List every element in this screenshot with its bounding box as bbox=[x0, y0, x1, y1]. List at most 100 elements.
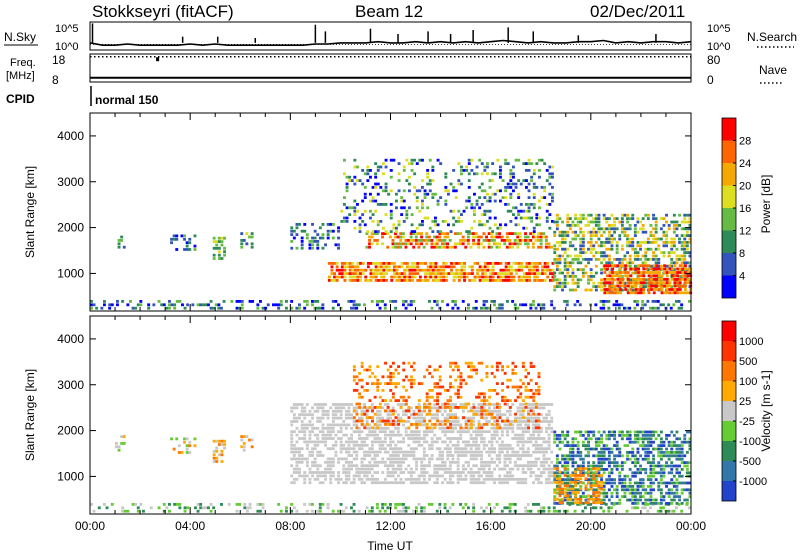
range-gate-cell bbox=[499, 275, 503, 279]
range-gate-cell bbox=[261, 503, 265, 506]
range-gate-cell bbox=[209, 300, 213, 303]
range-gate-cell bbox=[555, 268, 559, 271]
range-gate-cell bbox=[394, 232, 397, 235]
range-gate-cell bbox=[453, 242, 457, 246]
range-gate-cell bbox=[292, 506, 296, 510]
range-gate-cell bbox=[326, 503, 330, 506]
range-gate-cell bbox=[363, 172, 367, 176]
range-gate-cell bbox=[193, 234, 197, 238]
range-gate-cell bbox=[647, 277, 651, 281]
range-gate-cell bbox=[587, 437, 590, 441]
range-gate-cell bbox=[600, 251, 603, 254]
range-gate-cell bbox=[428, 389, 432, 392]
range-gate-cell bbox=[615, 468, 619, 471]
range-gate-cell bbox=[632, 291, 635, 295]
range-gate-cell bbox=[521, 303, 525, 307]
range-gate-cell bbox=[446, 443, 450, 447]
range-gate-cell bbox=[428, 189, 432, 193]
range-gate-cell bbox=[553, 244, 557, 248]
range-gate-cell bbox=[352, 440, 356, 444]
range-gate-cell bbox=[584, 430, 588, 434]
range-gate-cell bbox=[542, 306, 546, 310]
range-gate-cell bbox=[611, 281, 615, 285]
range-gate-cell bbox=[490, 412, 494, 416]
range-gate-cell bbox=[449, 416, 452, 419]
range-gate-cell bbox=[618, 237, 622, 241]
range-gate-cell bbox=[134, 503, 138, 506]
range-gate-cell bbox=[521, 365, 525, 368]
range-gate-cell bbox=[321, 426, 325, 430]
range-gate-cell bbox=[353, 268, 357, 272]
range-gate-cell bbox=[529, 474, 533, 478]
range-gate-cell bbox=[551, 272, 555, 275]
range-gate-cell bbox=[676, 274, 680, 278]
range-gate-cell bbox=[361, 169, 365, 172]
range-gate-cell bbox=[649, 506, 652, 510]
range-gate-cell bbox=[498, 477, 502, 481]
range-gate-cell bbox=[467, 426, 470, 430]
range-gate-cell bbox=[396, 416, 400, 420]
range-gate-cell bbox=[199, 303, 203, 307]
range-gate-cell bbox=[477, 395, 481, 399]
range-gate-cell bbox=[545, 169, 549, 172]
range-gate-cell bbox=[360, 471, 364, 474]
range-gate-cell bbox=[227, 503, 231, 506]
range-gate-cell bbox=[183, 234, 186, 238]
range-gate-cell bbox=[435, 457, 439, 461]
range-gate-cell bbox=[626, 217, 629, 220]
range-gate-cell bbox=[636, 258, 640, 261]
range-gate-cell bbox=[566, 281, 570, 285]
range-gate-cell bbox=[482, 395, 486, 399]
range-gate-cell bbox=[537, 457, 541, 461]
range-gate-cell bbox=[517, 158, 521, 162]
range-gate-cell bbox=[537, 416, 541, 420]
range-gate-cell bbox=[446, 303, 450, 307]
range-gate-cell bbox=[537, 443, 541, 447]
range-gate-cell bbox=[539, 474, 543, 478]
range-gate-cell bbox=[365, 467, 369, 471]
range-gate-cell bbox=[430, 503, 434, 506]
range-gate-cell bbox=[217, 246, 221, 250]
range-gate-cell bbox=[448, 440, 452, 444]
range-gate-cell bbox=[654, 224, 658, 227]
range-gate-cell bbox=[394, 409, 398, 413]
range-gate-cell bbox=[405, 213, 409, 216]
range-gate-cell bbox=[518, 239, 522, 242]
range-gate-cell bbox=[544, 245, 548, 249]
range-gate-cell bbox=[616, 271, 620, 274]
range-gate-cell bbox=[675, 506, 678, 510]
range-gate-cell bbox=[473, 262, 477, 265]
range-gate-cell bbox=[454, 392, 458, 396]
range-gate-cell bbox=[404, 375, 408, 379]
range-gate-cell bbox=[529, 395, 533, 399]
range-gate-cell bbox=[521, 361, 525, 365]
range-gate-cell bbox=[303, 306, 307, 310]
range-gate-cell bbox=[485, 477, 489, 481]
range-gate-cell bbox=[427, 239, 431, 242]
range-gate-cell bbox=[92, 303, 96, 307]
range-gate-cell bbox=[420, 413, 424, 417]
range-gate-cell bbox=[311, 447, 314, 451]
range-gate-cell bbox=[665, 268, 668, 271]
range-gate-cell bbox=[274, 303, 278, 307]
range-gate-cell bbox=[329, 460, 333, 464]
range-gate-cell bbox=[525, 203, 528, 206]
range-gate-cell bbox=[444, 275, 448, 279]
range-gate-cell bbox=[543, 272, 547, 275]
range-gate-cell bbox=[389, 169, 393, 172]
range-gate-cell bbox=[397, 372, 400, 375]
range-gate-cell bbox=[352, 416, 356, 419]
range-gate-cell bbox=[503, 239, 507, 242]
range-gate-cell bbox=[626, 288, 629, 292]
range-gate-cell bbox=[547, 433, 551, 437]
range-gate-cell bbox=[493, 450, 496, 454]
range-gate-cell bbox=[392, 275, 396, 279]
range-gate-cell bbox=[376, 169, 380, 172]
range-gate-cell bbox=[533, 272, 537, 275]
range-gate-cell bbox=[365, 406, 369, 410]
range-gate-cell bbox=[389, 464, 392, 468]
range-gate-cell bbox=[587, 434, 590, 437]
range-gate-cell bbox=[439, 272, 443, 275]
range-gate-cell bbox=[610, 478, 614, 481]
range-gate-cell bbox=[676, 281, 680, 285]
